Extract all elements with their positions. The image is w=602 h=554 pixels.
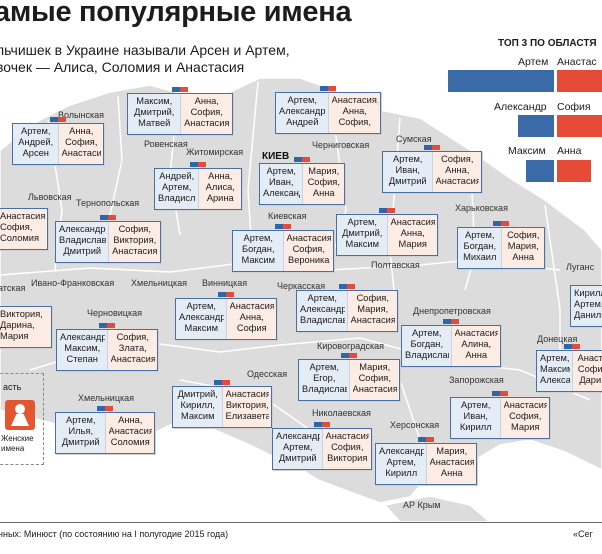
region-label-zakarpat: атская	[0, 283, 26, 293]
card-kirovograd: Артем, Егор, Владислав Мария, София, Анастас…	[298, 353, 400, 401]
top3-male-3: Максим	[508, 145, 546, 157]
card-rovno: Максим, Дмитрий, Матвей Анна, София, Анастас…	[127, 87, 233, 135]
card-kiev-city: Артем,Иван,Александр Мария,София,Анна	[259, 157, 345, 205]
top3-female-bar-3	[557, 160, 591, 182]
region-label-lviv: Львовская	[28, 192, 72, 202]
region-label-poltava: Полтавская	[371, 260, 420, 270]
card-cherkassy: Артем, Александр, Владислав София, Мария, Ан…	[296, 284, 398, 332]
card-khmelnitsky: Артем, Илья, Дмитрий Анна, Анастасия, Соломи…	[55, 406, 155, 454]
region-label-dnepr: Днепропетровская	[413, 306, 491, 316]
region-label-nikolaev: Николаевская	[312, 408, 371, 418]
card-kharkov: Артем, Богдан, Михаил София, Мария, Анна	[457, 221, 545, 269]
card-kherson: Александр, Артем, Кирилл Мария, Анастасия, А…	[375, 437, 477, 485]
top3-legend-title: ТОП 3 ПО ОБЛАСТЯ	[498, 38, 597, 49]
region-label-odessa: Одесская	[247, 369, 288, 379]
region-label-kirovograd: Кировоградская	[317, 341, 385, 351]
female-legend-label: Женские имена	[1, 434, 34, 453]
card-ternopol: Александр, Владислав, Дмитрий София, Виктор…	[55, 215, 161, 263]
page-title: амые популярные имена	[0, 0, 352, 28]
source-note: нных: Минюст (по состоянию на I полугоди…	[0, 529, 229, 539]
card-volyn: Артем,Андрей,Арсен Анна,София,Анастасия	[12, 117, 104, 165]
top3-male-1: Артем	[518, 56, 549, 68]
card-chernovtsy: Александр, Максим, Степан София, Злата, Анас…	[56, 323, 158, 371]
footer-divider	[0, 522, 602, 523]
region-label-khmelnitsky: Хмельницкая	[131, 278, 188, 288]
top3-female-1: Анастас	[557, 56, 597, 68]
card-odessa: Дмитрий, Кирилл, Максим Анастасия, Виктория…	[172, 380, 272, 428]
region-label-ternopol: Тернопольская	[76, 198, 140, 208]
card-zakarpat: Виктория, Дарина, Мария	[0, 306, 52, 348]
subtitle-line-2: вочек — Алиса, Соломия и Анастасия	[0, 59, 245, 75]
top3-male-bar-2	[518, 115, 554, 137]
region-label-crimea: АР Крым	[403, 500, 441, 510]
region-label-vinnitsa: Винницкая	[202, 278, 248, 288]
top3-female-bar-2	[557, 115, 602, 137]
card-lviv: Анастасия, София, Соломия	[0, 208, 48, 250]
card-lugansk: Кирилл,Артем,Данило	[570, 285, 602, 327]
region-label-ivano-frankovsk: Ивано-Франковская	[31, 278, 115, 288]
subtitle-line-1: льчишек в Украине называли Арсен и Артем…	[0, 42, 290, 58]
region-label-cherkassy: Черкасская	[277, 281, 326, 291]
card-nikolaev: Александр,Артем,Дмитрий Анастасия,София,…	[272, 422, 372, 470]
top3-male-2: Александр	[494, 101, 547, 113]
region-label-lugansk: Луганс	[566, 262, 595, 272]
card-poltava: Артем, Дмитрий, Максим Анастасия, Анна, Мари…	[336, 208, 438, 256]
card-sumy: Артем, Иван, Дмитрий София, Анна, Анастасия	[382, 145, 482, 193]
top3-male-bar-1	[448, 70, 554, 92]
card-vinnitsa: Артем, Александр, Максим Анастасия, Анна, Со…	[175, 292, 277, 340]
region-label-khmelnitsky2: Хмельницкая	[78, 393, 135, 403]
region-label-kherson: Херсонская	[390, 420, 440, 430]
region-label-sumy: Сумская	[396, 134, 432, 144]
region-label-chernigov: Черниговская	[312, 140, 370, 150]
card-dnepr: Артем, Богдан, Владислав Анастасия, Алина, А…	[401, 319, 501, 367]
region-label-kiev-obl: Киевская	[268, 211, 307, 221]
credit-note: «Сег	[573, 529, 593, 539]
region-label-rovno: Ровенская	[144, 139, 188, 149]
top3-male-bar-3	[526, 160, 554, 182]
region-label-kharkov: Харьковская	[455, 203, 508, 213]
region-label-chernovtsy: Черновицкая	[87, 308, 142, 318]
card-kiev-obl: Артем, Богдан, Максим Анастасия, София, Веро…	[232, 224, 334, 272]
region-label-volyn: Волынская	[58, 110, 105, 120]
legend-box-caption: асть	[3, 382, 22, 392]
female-icon	[5, 400, 35, 430]
top3-female-2: София	[557, 101, 591, 113]
card-zaporozhye: Артем, Иван, Кирилл Анастасия, София, Мария	[450, 391, 550, 439]
legend-box: асть Женские имена	[0, 373, 44, 465]
card-zhitomir: Андрей,Артем,Владислав Анна,Алиса,Арина	[154, 162, 242, 210]
top3-female-3: Анна	[557, 145, 582, 157]
city-label-kiev: КИЕВ	[262, 151, 290, 162]
region-label-donetsk: Донецкая	[537, 334, 578, 344]
card-chernigov: Артем, Александр, Андрей Анастасия, Анна, Со…	[275, 86, 381, 134]
region-label-zaporozhye: Запорожская	[449, 375, 504, 385]
top3-female-bar-1	[557, 70, 602, 92]
region-label-zhitomir: Житомирская	[186, 147, 244, 157]
